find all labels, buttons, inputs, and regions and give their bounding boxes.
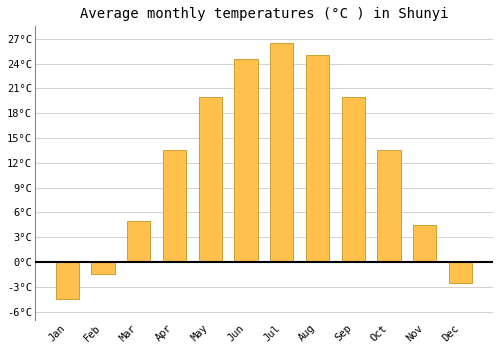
Bar	[449, 262, 472, 283]
Bar	[342, 97, 365, 262]
Bar	[413, 225, 436, 262]
Bar	[56, 262, 79, 299]
Bar	[92, 262, 114, 274]
Bar	[234, 60, 258, 262]
Bar	[163, 150, 186, 262]
Bar	[378, 150, 400, 262]
Title: Average monthly temperatures (°C ) in Shunyi: Average monthly temperatures (°C ) in Sh…	[80, 7, 448, 21]
Bar	[198, 97, 222, 262]
Bar	[270, 43, 293, 262]
Bar	[127, 221, 150, 262]
Bar	[306, 55, 329, 262]
